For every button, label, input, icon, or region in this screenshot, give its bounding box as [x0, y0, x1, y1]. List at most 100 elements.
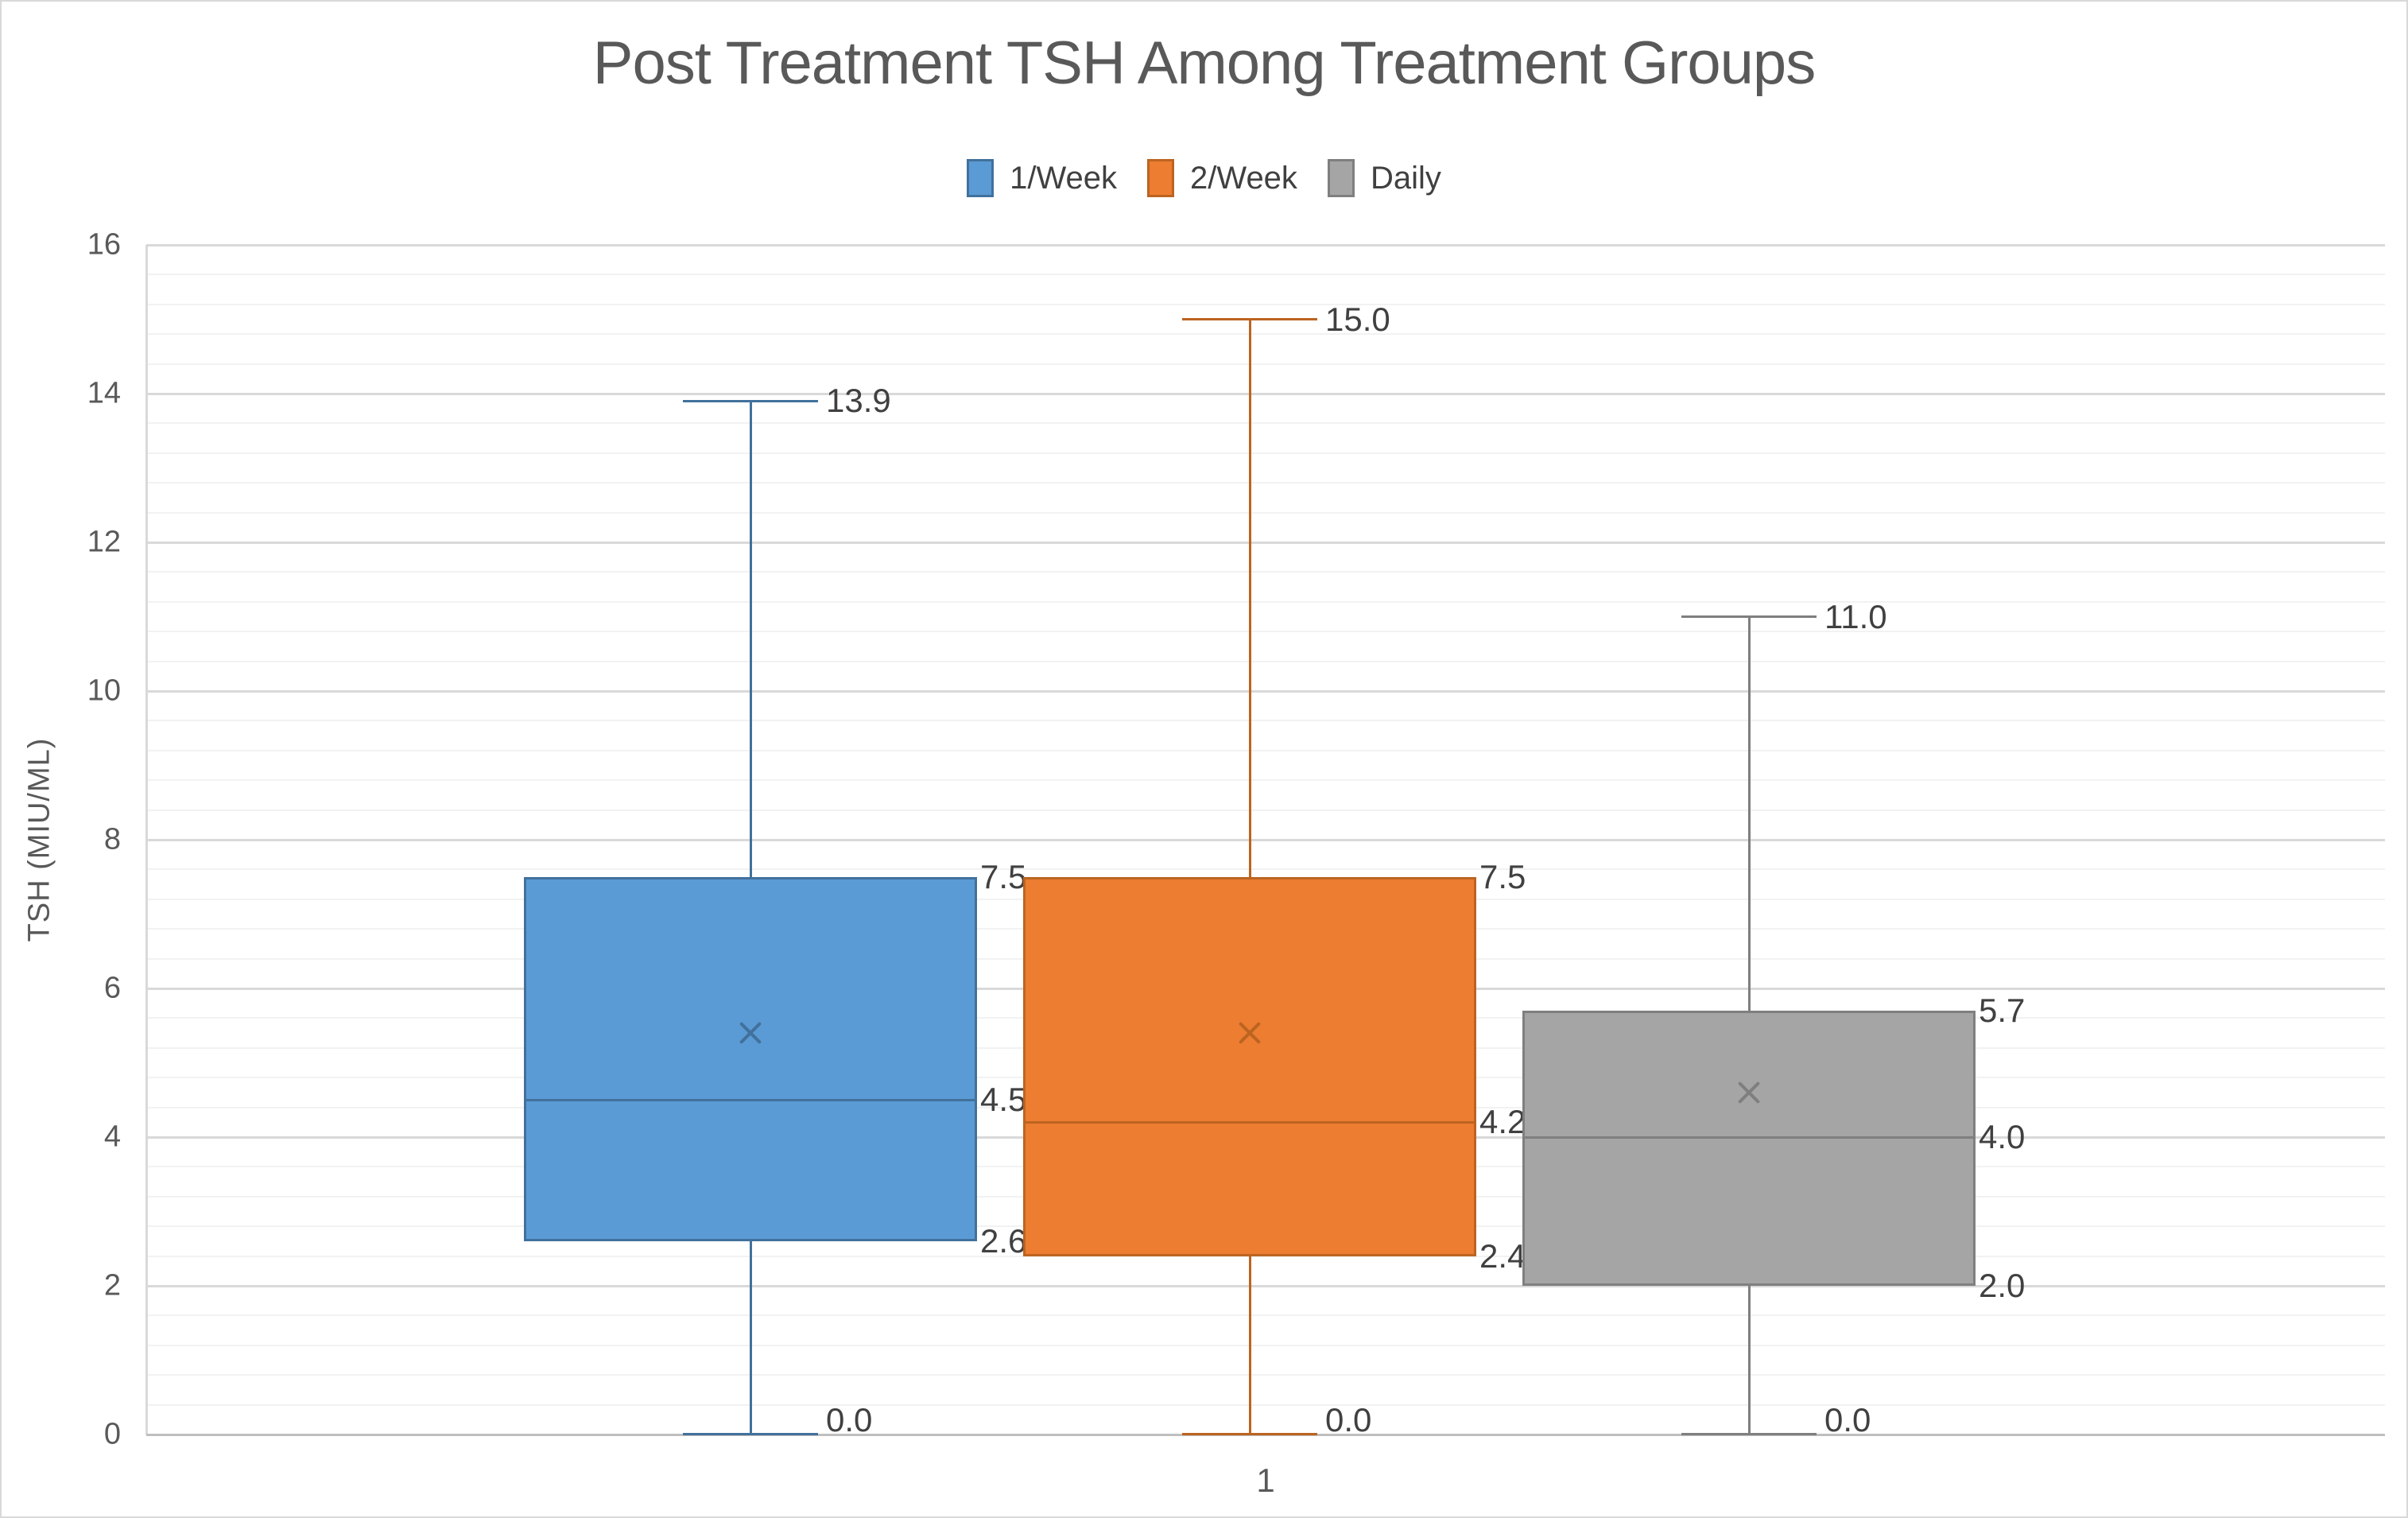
mean-marker-daily-icon [1735, 1078, 1763, 1107]
box-1week [524, 876, 977, 1241]
major-gridline [146, 1284, 2385, 1287]
mean-marker-stroke [739, 1021, 762, 1045]
label-median-2week: 4.2 [1479, 1103, 1526, 1141]
mean-marker-stroke [1737, 1081, 1761, 1105]
major-gridline [146, 392, 2385, 395]
minor-gridline [146, 303, 2385, 305]
mean-marker-stroke [739, 1021, 762, 1045]
label-max-1week: 13.9 [826, 382, 891, 420]
label-q1-2week: 2.4 [1479, 1237, 1526, 1275]
minor-gridline [146, 928, 2385, 930]
minor-gridline [146, 482, 2385, 484]
minor-gridline [146, 957, 2385, 960]
minor-gridline [146, 1314, 2385, 1317]
major-gridline [146, 838, 2385, 841]
y-tick-label-6: 6 [103, 971, 121, 1005]
minor-gridline [146, 809, 2385, 811]
whisker-cap-max-2week [1182, 318, 1317, 320]
minor-gridline [146, 452, 2385, 454]
legend-label-2week: 2/Week [1190, 161, 1297, 196]
major-gridline [146, 1136, 2385, 1139]
label-median-1week: 4.5 [980, 1081, 1027, 1119]
minor-gridline [146, 1195, 2385, 1198]
minor-gridline [146, 631, 2385, 633]
whisker-cap-max-1week [683, 399, 818, 402]
label-q1-daily: 2.0 [1979, 1267, 2026, 1304]
whisker-upper-2week [1248, 319, 1251, 877]
whisker-upper-daily [1747, 616, 1751, 1011]
mean-marker-stroke [1238, 1021, 1262, 1045]
label-max-daily: 11.0 [1824, 597, 1887, 635]
minor-gridline [146, 1077, 2385, 1079]
median-line-daily [1522, 1136, 1976, 1139]
minor-gridline [146, 333, 2385, 336]
legend-swatch-1week-icon [967, 159, 995, 197]
y-tick-label-4: 4 [103, 1120, 121, 1154]
minor-gridline [146, 660, 2385, 662]
minor-gridline [146, 1017, 2385, 1019]
label-max-2week: 15.0 [1325, 300, 1390, 338]
mean-marker-stroke [1238, 1021, 1262, 1045]
minor-gridline [146, 1374, 2385, 1376]
label-q1-1week: 2.6 [980, 1221, 1027, 1260]
minor-gridline [146, 1166, 2385, 1168]
minor-gridline [146, 720, 2385, 722]
minor-gridline [146, 898, 2385, 900]
median-line-2week [1023, 1120, 1476, 1124]
legend: 1/Week 2/Week Daily [2, 159, 2406, 197]
mean-marker-1week-icon [736, 1019, 765, 1047]
whisker-lower-2week [1248, 1256, 1251, 1435]
chart-title: Post Treatment TSH Among Treatment Group… [592, 29, 1816, 97]
x-axis-line [146, 1434, 2385, 1436]
minor-gridline [146, 749, 2385, 751]
minor-gridline [146, 571, 2385, 573]
label-q3-2week: 7.5 [1479, 857, 1526, 895]
whisker-lower-1week [749, 1240, 752, 1435]
y-axis-title: TSH (MIU/ML) [22, 737, 56, 942]
y-tick-label-14: 14 [87, 376, 121, 410]
legend-label-daily: Daily [1370, 161, 1441, 196]
legend-label-1week: 1/Week [1010, 161, 1118, 196]
y-tick-label-2: 2 [103, 1268, 121, 1303]
minor-gridline [146, 600, 2385, 603]
minor-gridline [146, 779, 2385, 782]
minor-gridline [146, 274, 2385, 276]
mean-marker-2week-icon [1235, 1019, 1264, 1047]
y-tick-label-12: 12 [87, 525, 121, 559]
minor-gridline [146, 1106, 2385, 1108]
minor-gridline [146, 1225, 2385, 1228]
minor-gridline [146, 422, 2385, 425]
legend-item-2week: 2/Week [1147, 159, 1297, 197]
mean-marker-stroke [1737, 1081, 1761, 1105]
legend-swatch-daily-icon [1327, 159, 1355, 197]
label-median-daily: 4.0 [1979, 1118, 2026, 1155]
label-min-1week: 0.0 [826, 1401, 873, 1438]
minor-gridline [146, 868, 2385, 871]
x-axis-category-label: 1 [1256, 1462, 1275, 1499]
y-tick-label-0: 0 [103, 1417, 121, 1451]
major-gridline [146, 689, 2385, 693]
minor-gridline [146, 363, 2385, 365]
whisker-lower-daily [1747, 1286, 1751, 1435]
legend-swatch-2week-icon [1147, 159, 1175, 197]
minor-gridline [146, 1344, 2385, 1346]
y-axis-line [145, 245, 148, 1435]
whisker-cap-max-daily [1681, 615, 1817, 618]
minor-gridline [146, 1403, 2385, 1406]
minor-gridline [146, 1046, 2385, 1049]
whisker-cap-min-1week [683, 1433, 818, 1435]
y-tick-label-10: 10 [87, 674, 121, 708]
label-min-daily: 0.0 [1824, 1401, 1871, 1438]
whisker-cap-min-daily [1681, 1433, 1817, 1435]
major-gridline [146, 243, 2385, 247]
whisker-cap-min-2week [1182, 1433, 1317, 1435]
label-min-2week: 0.0 [1325, 1401, 1372, 1438]
box-2week [1023, 876, 1476, 1256]
minor-gridline [146, 1255, 2385, 1257]
y-tick-label-8: 8 [103, 822, 121, 856]
y-tick-label-16: 16 [87, 227, 121, 262]
major-gridline [146, 541, 2385, 544]
